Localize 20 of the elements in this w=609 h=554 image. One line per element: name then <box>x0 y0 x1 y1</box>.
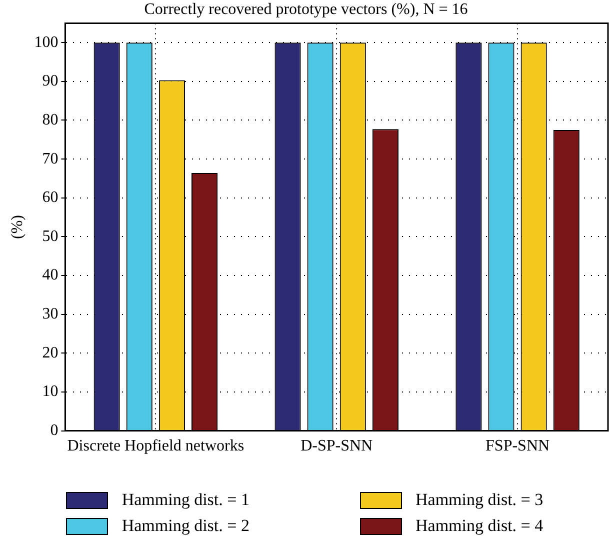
y-tick-label: 70 <box>42 150 58 168</box>
legend-label: Hamming dist. = 2 <box>122 516 250 536</box>
legend-label: Hamming dist. = 4 <box>416 516 544 536</box>
y-tick-label: 10 <box>42 383 58 400</box>
y-tick-label: 30 <box>42 306 58 323</box>
x-tick-label: FSP-SNN <box>486 438 550 455</box>
y-tick-label: 40 <box>42 266 58 284</box>
y-tick-label: 90 <box>42 72 58 90</box>
y-tick-label: 20 <box>42 344 58 362</box>
y-tick-label: 50 <box>42 228 58 245</box>
x-tick-label: Discrete Hopfield networks <box>67 438 244 455</box>
legend-label: Hamming dist. = 1 <box>122 490 250 510</box>
legend-label: Hamming dist. = 3 <box>416 490 544 510</box>
y-tick-label: 0 <box>50 422 58 440</box>
y-axis-title: (%) <box>8 215 26 239</box>
x-tick-label: D-SP-SNN <box>300 438 374 455</box>
chart-title: Correctly recovered prototype vectors (%), N = 16 <box>144 0 468 18</box>
y-tick-label: 100 <box>34 34 58 51</box>
y-tick-label: 60 <box>42 189 58 206</box>
y-tick-label: 80 <box>42 111 58 128</box>
